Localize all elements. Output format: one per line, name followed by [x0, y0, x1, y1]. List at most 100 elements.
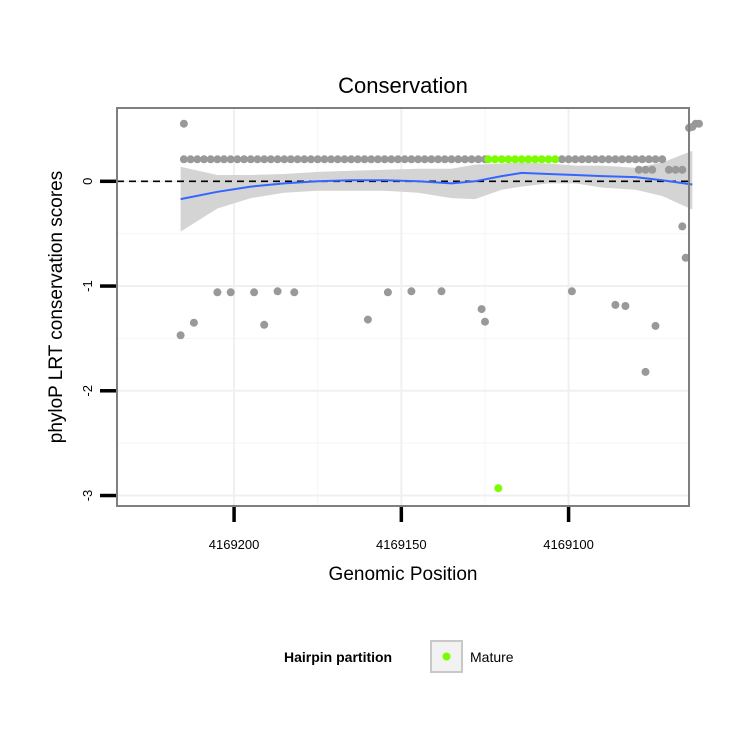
data-point-other — [437, 287, 446, 296]
data-point-other — [631, 155, 640, 164]
data-point-other — [474, 155, 483, 164]
plot-panel — [116, 107, 703, 507]
data-point-other — [189, 318, 198, 327]
data-point-other — [293, 155, 302, 164]
x-tick-label: 4169200 — [209, 537, 260, 552]
data-point-other — [200, 155, 208, 164]
data-point-other — [380, 155, 389, 164]
data-point-mature — [517, 155, 526, 164]
data-point-other — [213, 155, 222, 164]
data-point-mature — [551, 155, 560, 164]
x-axis: 4169200 4169150 4169100 — [209, 507, 594, 552]
data-point-other — [611, 155, 620, 164]
data-point-other — [260, 155, 269, 164]
data-point-other — [286, 155, 295, 164]
data-point-other — [320, 155, 329, 164]
data-point-other — [454, 155, 463, 164]
data-point-other — [414, 155, 423, 164]
data-point-other — [467, 155, 476, 164]
data-point-other — [584, 155, 593, 164]
data-point-other — [681, 253, 690, 262]
y-tick-label: -3 — [80, 490, 95, 502]
data-point-other — [460, 155, 469, 164]
data-point-other — [373, 155, 382, 164]
data-point-other — [571, 155, 580, 164]
data-point-other — [638, 155, 647, 164]
data-point-other — [273, 287, 282, 296]
data-point-mature — [537, 155, 546, 164]
data-point-other — [440, 155, 449, 164]
data-point-other — [240, 155, 249, 164]
data-point-mature — [524, 155, 533, 164]
confidence-ribbon — [180, 150, 693, 232]
data-point-other — [253, 155, 262, 164]
data-point-other — [648, 165, 657, 174]
data-point-other — [624, 155, 633, 164]
data-point-other — [179, 155, 188, 164]
data-point-other — [651, 321, 660, 330]
data-point-other — [176, 331, 185, 340]
data-point-other — [273, 155, 282, 164]
y-tick-label: -2 — [80, 385, 95, 397]
data-point-other — [220, 155, 228, 164]
data-point-other — [347, 155, 356, 164]
data-point-other — [427, 155, 436, 164]
y-axis-title: phyloP LRT conservation scores — [46, 171, 67, 444]
data-point-other — [407, 155, 416, 164]
data-point-mature — [497, 155, 506, 164]
x-axis-title: Genomic Position — [329, 564, 478, 585]
data-point-mature — [494, 484, 503, 493]
data-point-other — [671, 165, 680, 174]
data-point-other — [695, 119, 703, 128]
data-point-other — [400, 155, 409, 164]
data-point-other — [179, 119, 188, 128]
legend-title: Hairpin partition — [284, 649, 392, 665]
legend-key-box — [430, 640, 463, 673]
y-axis: -3 -2 -1 0 — [80, 178, 116, 502]
chart-title: Conservation — [338, 73, 468, 98]
x-tick-label: 4169100 — [543, 537, 594, 552]
data-point-mature — [491, 155, 499, 164]
data-point-other — [260, 320, 269, 329]
data-point-mature — [511, 155, 520, 164]
y-tick-label: 0 — [80, 178, 95, 185]
data-point-other — [598, 155, 606, 164]
data-point-other — [300, 155, 309, 164]
data-point-other — [193, 155, 202, 164]
data-point-other — [340, 155, 349, 164]
y-tick-label: -1 — [80, 280, 95, 292]
data-point-other — [578, 155, 586, 164]
data-point-mature — [531, 155, 540, 164]
data-point-other — [233, 155, 242, 164]
data-point-other — [447, 155, 456, 164]
legend-label-mature: Mature — [470, 649, 514, 665]
data-point-other — [644, 155, 653, 164]
data-point-other — [226, 155, 235, 164]
data-point-other — [557, 155, 566, 164]
data-point-mature — [504, 155, 513, 164]
data-point-other — [678, 165, 687, 174]
data-point-other — [246, 155, 255, 164]
data-point-other — [407, 287, 416, 296]
data-point-other — [591, 155, 600, 164]
data-point-other — [434, 155, 443, 164]
legend: Hairpin partition Mature — [284, 640, 514, 673]
data-point-other — [206, 155, 215, 164]
data-point-other — [363, 315, 372, 324]
data-point-other — [611, 300, 620, 309]
data-point-other — [604, 155, 613, 164]
data-point-other — [313, 155, 322, 164]
data-point-other — [226, 288, 235, 297]
data-point-other — [213, 288, 222, 297]
data-point-mature — [544, 155, 553, 164]
data-point-other — [618, 155, 627, 164]
data-point-other — [394, 155, 402, 164]
data-point-other — [280, 155, 289, 164]
data-point-other — [664, 165, 673, 174]
data-point-other — [481, 317, 489, 326]
legend-key-mature-point — [442, 652, 451, 661]
data-point-other — [567, 287, 576, 296]
data-point-other — [307, 155, 315, 164]
data-point-other — [477, 305, 486, 314]
